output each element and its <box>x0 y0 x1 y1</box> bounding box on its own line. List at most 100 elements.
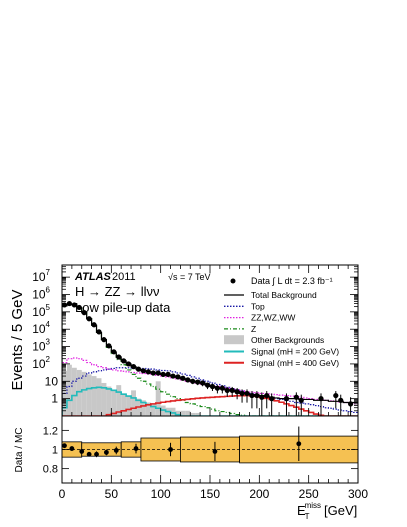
data-point <box>209 383 216 390</box>
x-axis-title-unit: [GeV] <box>324 503 357 518</box>
ratio-point <box>69 446 75 451</box>
data-point <box>126 361 132 367</box>
other-backgrounds-bar <box>126 395 132 416</box>
data-point <box>269 396 275 402</box>
data-point <box>234 389 240 395</box>
y-tick-label: 10 <box>45 374 59 388</box>
x-tick-label: 100 <box>151 487 171 501</box>
x-tick-label: 200 <box>249 487 269 501</box>
data-point <box>229 387 235 393</box>
data-point <box>106 343 112 349</box>
legend-data-marker <box>230 278 236 284</box>
other-backgrounds-bar <box>185 410 191 416</box>
legend-label: Total Background <box>251 290 317 300</box>
ratio-point <box>296 441 302 447</box>
data-point <box>195 379 201 385</box>
data-point <box>175 374 181 380</box>
ratio-point <box>168 447 173 452</box>
other-backgrounds-bar <box>180 410 186 416</box>
data-point <box>185 377 191 383</box>
data-point <box>219 385 225 391</box>
data-point <box>96 329 102 335</box>
signal-mh-200-gev--line <box>62 386 358 416</box>
data-point <box>190 378 196 384</box>
ratio-y-tick-label: 0.8 <box>43 464 58 476</box>
ratio-y-axis: 0.8 1 1.2 <box>43 425 358 476</box>
other-backgrounds-bar <box>150 403 156 416</box>
other-backgrounds-bar <box>155 381 161 416</box>
y-tick-exponent: 6 <box>46 285 51 294</box>
data-point <box>293 394 299 400</box>
data-point <box>135 366 142 372</box>
y-tick-label: 103 <box>32 338 50 354</box>
other-backgrounds-bar <box>76 369 82 416</box>
data-point <box>170 373 176 379</box>
data-point <box>244 390 250 397</box>
legend-label: Signal (mH = 400 GeV) <box>251 358 339 368</box>
data-point <box>66 300 72 307</box>
data-point <box>180 375 186 381</box>
legend: Data ∫ L dt = 2.3 fb⁻¹ Total BackgroundT… <box>224 276 339 368</box>
ratio-plot-area <box>62 426 358 464</box>
data-point <box>283 396 290 402</box>
atlas-label: ATLAS <box>74 271 112 283</box>
other-backgrounds-bar <box>86 374 92 416</box>
ratio-point <box>62 443 67 449</box>
condition-label: Low pile-up data <box>75 300 171 315</box>
other-backgrounds-bar <box>101 382 107 416</box>
legend-label: Z <box>251 324 256 334</box>
legend-label: Other Backgrounds <box>251 335 324 345</box>
data-point <box>86 316 92 322</box>
x-tick-label: 300 <box>348 487 368 501</box>
main-plot-area <box>62 300 358 416</box>
other-backgrounds-bar <box>121 393 127 416</box>
data-point <box>264 392 270 399</box>
year-label: 2011 <box>112 271 136 283</box>
data-point <box>76 304 82 311</box>
main-y-label: Events / 5 GeV <box>9 290 26 391</box>
y-tick-label: 105 <box>32 303 50 319</box>
x-tick-label: 50 <box>105 487 119 501</box>
ratio-point <box>94 451 99 457</box>
data-point <box>101 337 107 343</box>
data-point <box>318 396 324 402</box>
other-backgrounds-bar <box>111 390 117 416</box>
energy-label: √s = 7 TeV <box>168 272 211 282</box>
data-point <box>249 392 255 399</box>
y-tick-label: 1 <box>51 392 58 406</box>
data-point <box>145 369 151 375</box>
data-point <box>91 322 97 328</box>
ratio-point <box>212 449 218 454</box>
other-backgrounds-bar <box>71 367 77 416</box>
ratio-point <box>104 449 109 455</box>
data-point <box>130 364 137 370</box>
data-point <box>298 397 304 403</box>
data-point <box>338 397 344 403</box>
legend-label: Signal (mH = 200 GeV) <box>251 347 339 357</box>
x-tick-label: 150 <box>200 487 220 501</box>
data-point <box>121 358 127 364</box>
data-point <box>333 392 339 399</box>
other-backgrounds-bar <box>170 407 176 416</box>
x-tick-label: 0 <box>59 487 66 501</box>
ratio-y-tick-label: 1 <box>52 445 58 457</box>
process-label: H → ZZ → llνν <box>75 284 160 299</box>
y-tick-exponent: 5 <box>46 303 51 312</box>
x-axis-title: ETmiss [GeV] <box>297 501 357 521</box>
data-point <box>224 387 230 393</box>
data-point <box>140 368 146 374</box>
y-tick-label: 102 <box>32 355 50 371</box>
ratio-point <box>133 446 139 451</box>
data-point <box>200 380 206 386</box>
other-backgrounds-bar <box>195 412 201 416</box>
ratio-point <box>113 448 119 453</box>
other-backgrounds-bar <box>175 410 181 416</box>
ratio-point <box>86 451 92 457</box>
other-backgrounds-bar <box>96 378 102 416</box>
data-point <box>81 310 87 316</box>
legend-swatch-fill <box>224 335 244 345</box>
other-backgrounds-bar <box>131 390 136 416</box>
x-axis-title-main: E <box>297 503 306 518</box>
data-point <box>71 302 77 308</box>
x-tick-label: 250 <box>299 487 319 501</box>
